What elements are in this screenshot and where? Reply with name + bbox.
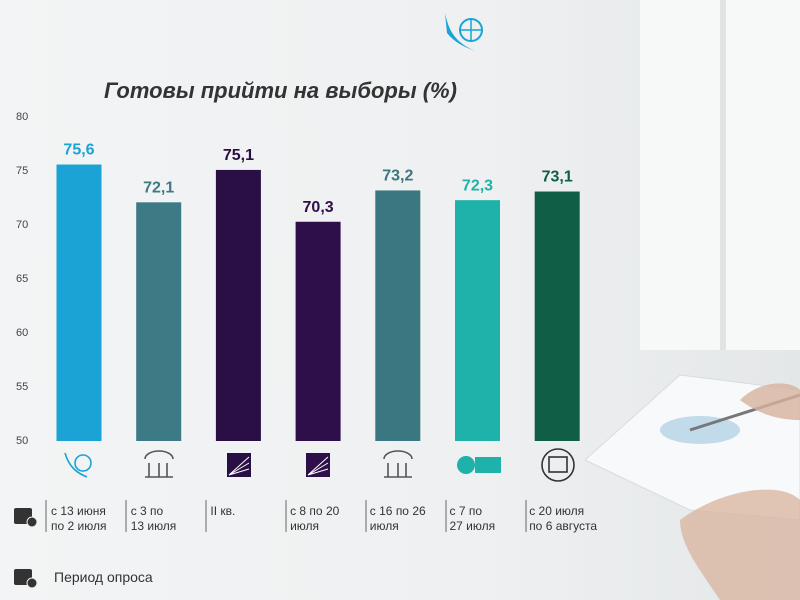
category-label: с 13 июня по 2 июля: [51, 504, 107, 533]
bar: [295, 221, 341, 441]
y-tick-label: 65: [16, 273, 28, 285]
value-label: 72,1: [143, 180, 174, 197]
calendar-icon: [14, 569, 38, 589]
category-label: с 20 июля по 6 августа: [529, 504, 598, 533]
chart-title: Готовы прийти на выборы (%): [104, 78, 457, 103]
category-label: II кв.: [210, 504, 236, 518]
bar: [455, 200, 500, 441]
source-logos: [64, 448, 575, 482]
value-label: 70,3: [303, 199, 334, 216]
logo: [445, 13, 483, 51]
value-label: 75,1: [223, 147, 254, 164]
y-tick-label: 80: [16, 111, 28, 123]
bar: [534, 191, 580, 441]
y-tick-label: 55: [16, 381, 28, 393]
bar: [136, 202, 182, 441]
y-tick-label: 60: [16, 327, 28, 339]
y-tick-label: 70: [16, 219, 28, 231]
hand: [740, 383, 800, 420]
value-label: 75,6: [63, 142, 94, 159]
category-label: с 7 по 27 июля: [449, 504, 496, 533]
calendar-icon: [14, 508, 38, 528]
bar: [375, 190, 421, 441]
y-tick-label: 50: [16, 435, 28, 447]
paper-chart: [660, 416, 740, 444]
value-label: 73,2: [382, 168, 413, 185]
category-label: с 3 по 13 июля: [130, 504, 177, 533]
category-label: с 8 по 20 июля: [290, 504, 340, 533]
bar: [56, 164, 102, 441]
period-label: Период опроса: [54, 569, 153, 585]
bar: [215, 169, 261, 442]
separators: [45, 500, 527, 532]
value-label: 73,1: [542, 169, 573, 186]
hand: [680, 489, 800, 600]
y-tick-label: 75: [16, 165, 28, 177]
window-frame: [720, 0, 726, 350]
value-label: 72,3: [462, 177, 493, 194]
category-label: с 16 по 26 июля: [369, 504, 426, 533]
